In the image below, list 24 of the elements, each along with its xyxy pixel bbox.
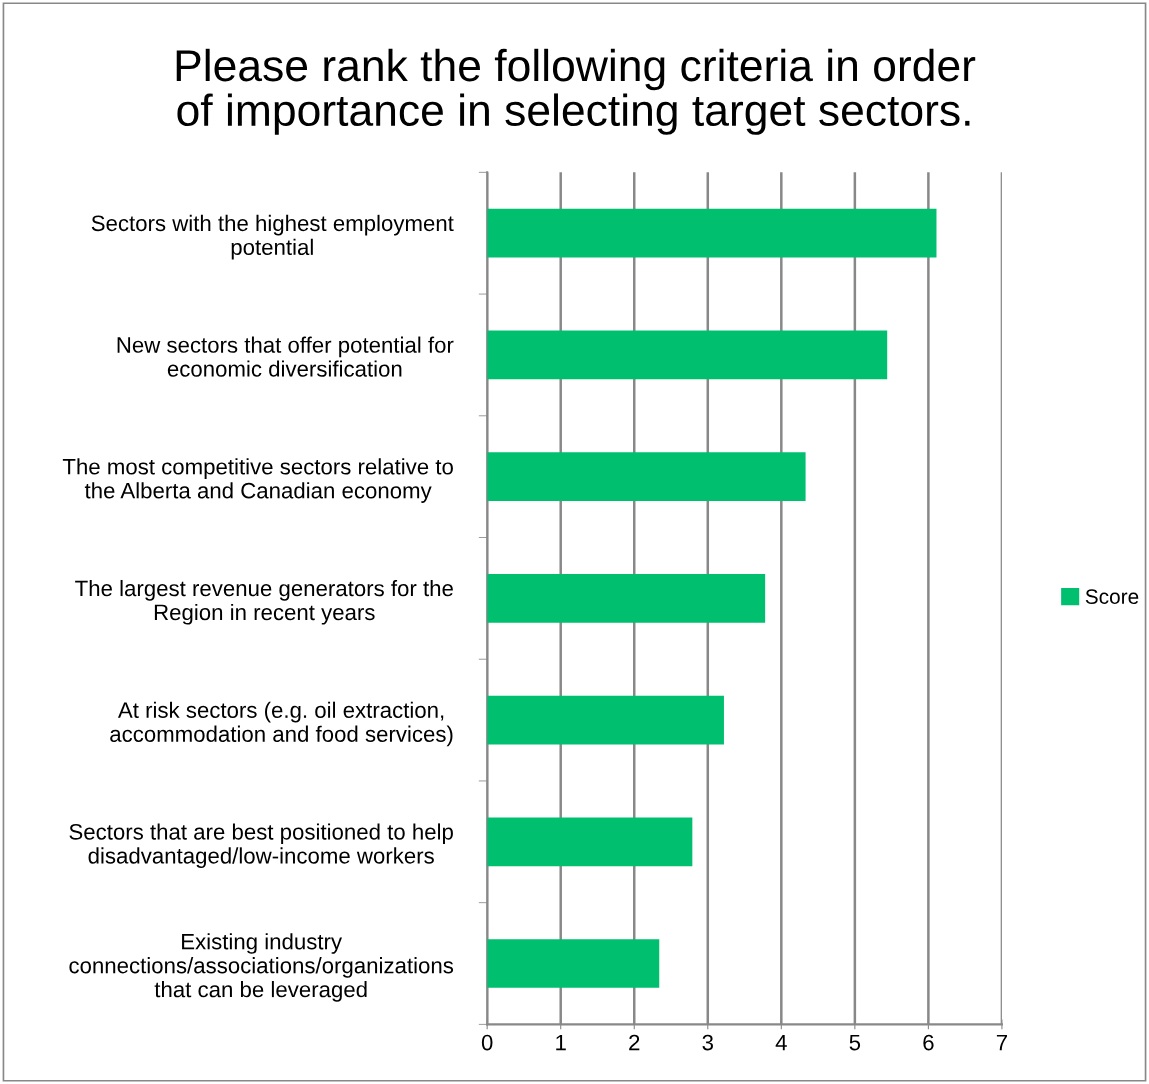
y-tick-label: Sectors with the highest employment potential xyxy=(91,214,454,260)
x-tick-label: 6 xyxy=(923,1034,934,1051)
bar xyxy=(487,452,806,501)
x-tick-label: 7 xyxy=(996,1034,1007,1051)
y-tick-label: Existing industry connections/associations/organizations that can be leveraged xyxy=(69,933,454,1002)
bar xyxy=(487,208,937,258)
bar xyxy=(487,330,888,380)
x-tick-label: 2 xyxy=(629,1034,640,1051)
bar xyxy=(487,574,766,623)
x-tick-label: 5 xyxy=(849,1034,861,1051)
chart-title: Please rank the following criteria in order of importance in selecting target sectors. xyxy=(176,48,976,135)
y-tick-label: The most competitive sectors relative to the Alberta and Canadian economy xyxy=(62,458,453,503)
bar xyxy=(487,695,724,745)
x-tick-label: 1 xyxy=(556,1034,566,1051)
y-tick-label: At risk sectors (e.g. oil extraction, accommodation and food services) xyxy=(110,701,453,747)
y-tick-label: Sectors that are best positioned to help disadvantaged/low-income workers xyxy=(69,823,453,869)
y-tick-label: The largest revenue generators for the Region in recent years xyxy=(75,579,453,625)
x-tick-label: 3 xyxy=(702,1034,713,1051)
y-tick-label: New sectors that offer potential for economic diversification xyxy=(117,336,454,377)
bar xyxy=(487,939,660,988)
legend-label: Score xyxy=(1085,589,1139,605)
x-tick-label: 0 xyxy=(481,1034,493,1051)
bar xyxy=(487,817,693,867)
x-tick-label: 4 xyxy=(775,1034,787,1051)
